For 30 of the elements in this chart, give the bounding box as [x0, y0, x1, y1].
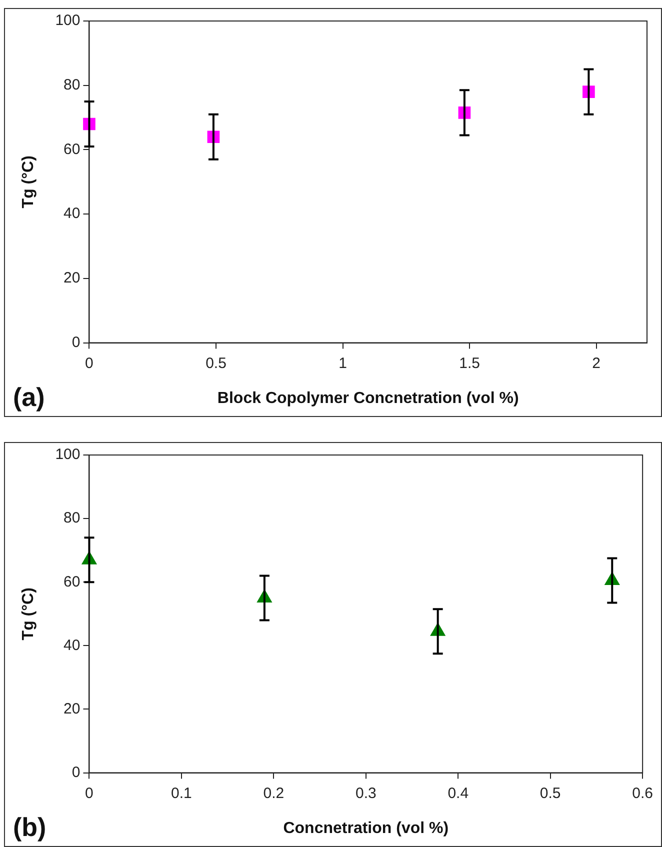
x-tick-label: 0.6 [632, 784, 654, 802]
y-tick-label: 20 [64, 270, 80, 287]
y-tick-label: 40 [64, 636, 80, 654]
y-axis-title: Tg (°C) [20, 156, 38, 208]
y-tick-label: 60 [64, 140, 80, 158]
y-tick-label: 80 [64, 76, 80, 94]
y-tick-label: 40 [64, 205, 80, 222]
y-tick-label: 80 [64, 510, 80, 527]
y-tick-label: 0 [72, 764, 80, 781]
x-tick-label: 0.3 [355, 784, 376, 802]
y-tick-label: 60 [64, 573, 80, 590]
x-tick-label: 1.5 [459, 354, 480, 372]
x-tick-label: 0 [85, 784, 94, 802]
text: (a) [13, 382, 45, 412]
x-tick-label: 0 [85, 354, 94, 372]
text: (b) [13, 812, 46, 842]
x-tick-label: 0.4 [448, 784, 469, 802]
y-tick-label: 100 [55, 446, 80, 464]
x-tick-label: 0.1 [171, 784, 192, 802]
x-tick-label: 2 [592, 354, 600, 372]
y-tick-label: 100 [55, 12, 80, 30]
x-tick-label: 1 [338, 354, 347, 372]
x-axis-title: Block Copolymer Concnetration (vol %) [217, 390, 519, 407]
y-tick-label: 20 [64, 700, 80, 718]
x-tick-label: 0.5 [540, 784, 561, 802]
y-axis-title: Tg (°C) [20, 588, 38, 640]
x-tick-label: 0.2 [263, 784, 284, 802]
x-tick-label: 0.5 [206, 354, 226, 372]
y-tick-label: 0 [72, 334, 80, 351]
x-axis-title: Concnetration (vol %) [283, 820, 449, 837]
